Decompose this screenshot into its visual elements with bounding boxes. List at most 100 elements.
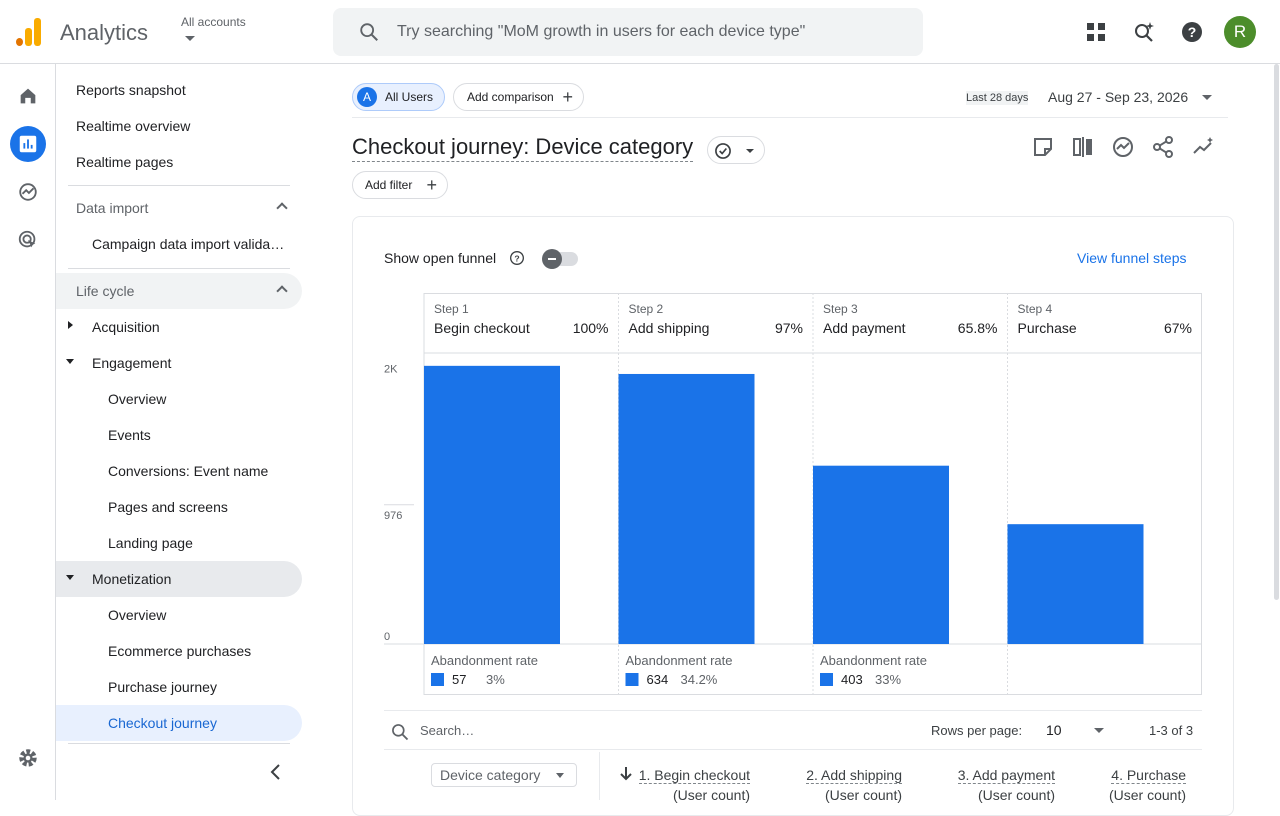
account-selector[interactable]: All accounts — [181, 15, 246, 29]
sort-descending-icon[interactable] — [619, 765, 633, 781]
view-funnel-steps-link[interactable]: View funnel steps — [1077, 250, 1187, 266]
all-users-chip[interactable]: A All Users — [352, 83, 445, 111]
date-range-picker[interactable]: Aug 27 - Sep 23, 2026 — [1048, 89, 1189, 105]
collapse-arrow-icon — [66, 575, 74, 580]
sidebar-item-landing-page[interactable]: Landing page — [108, 535, 193, 551]
column-header-add-payment[interactable]: 3. Add payment (User count) — [942, 765, 1055, 805]
sidebar-item-conversions[interactable]: Conversions: Event name — [108, 463, 269, 479]
chip-label: All Users — [385, 90, 434, 104]
sidebar-item-label: Engagement — [92, 355, 172, 371]
sidebar-item-monetization[interactable]: Monetization — [56, 561, 302, 597]
account-caret-icon[interactable] — [185, 36, 195, 41]
sidebar-item-engagement[interactable]: Engagement — [56, 345, 302, 381]
column-header-purchase[interactable]: 4. Purchase (User count) — [1092, 765, 1186, 805]
search-input[interactable] — [397, 8, 907, 56]
search-insights-icon[interactable] — [1132, 20, 1156, 44]
collapse-sidebar-icon[interactable] — [264, 760, 288, 784]
report-status-button[interactable] — [707, 136, 765, 164]
sidebar-item-label: Acquisition — [92, 319, 160, 335]
reports-icon[interactable] — [10, 126, 46, 162]
abandonment-label: Abandonment rate — [431, 653, 538, 668]
column-header-metric: (User count) — [672, 787, 750, 803]
plus-icon: + — [562, 87, 573, 107]
sidebar-item-reports-snapshot[interactable]: Reports snapshot — [76, 82, 186, 98]
sidebar-item-acquisition[interactable]: Acquisition — [56, 309, 302, 345]
sidebar-section-data-import[interactable]: Data import — [56, 190, 302, 226]
avatar[interactable]: R — [1224, 16, 1256, 48]
analytics-logo[interactable] — [16, 18, 42, 46]
sidebar-item-label: Checkout journey — [108, 715, 217, 731]
divider — [352, 117, 1228, 118]
date-caret-icon[interactable] — [1202, 95, 1212, 100]
abandonment-rate: 33% — [875, 672, 901, 687]
sidebar-section-life-cycle[interactable]: Life cycle — [56, 273, 302, 309]
section-label: Life cycle — [76, 283, 135, 299]
help-icon[interactable]: ? — [1180, 20, 1204, 44]
funnel-bar — [424, 365, 560, 644]
help-icon[interactable]: ? — [509, 250, 525, 266]
abandonment-swatch — [625, 673, 639, 686]
chevron-up-icon — [276, 202, 288, 214]
sidebar-item-events[interactable]: Events — [108, 427, 151, 443]
explore-icon[interactable] — [10, 174, 46, 210]
step-number-label: Step 1 — [434, 302, 469, 316]
sidebar-item-purchase-journey[interactable]: Purchase journey — [108, 679, 217, 695]
chip-label: Add comparison — [467, 90, 554, 104]
abandonment-rate: 3% — [486, 672, 505, 687]
add-comparison-button[interactable]: Add comparison + — [453, 83, 584, 111]
y-tick-label: 0 — [384, 631, 390, 643]
apps-grid-icon[interactable] — [1084, 20, 1108, 44]
trend-sparkle-icon[interactable] — [1191, 135, 1215, 159]
note-icon[interactable] — [1031, 135, 1055, 159]
step-name-label: Add payment — [823, 320, 906, 336]
sidebar-item-engagement-overview[interactable]: Overview — [108, 391, 167, 407]
toggle-knob — [542, 249, 562, 269]
dimension-label: Device category — [440, 767, 541, 783]
column-header-label: 1. Begin checkout — [638, 767, 750, 784]
y-tick-label: 2K — [384, 364, 398, 376]
page-title[interactable]: Checkout journey: Device category — [352, 134, 694, 162]
abandonment-label: Abandonment rate — [820, 653, 927, 668]
share-icon[interactable] — [1151, 135, 1175, 159]
open-funnel-toggle[interactable] — [542, 249, 578, 269]
search-bar[interactable] — [333, 8, 923, 56]
column-header-metric: (User count) — [1108, 787, 1186, 803]
funnel-chart: 0 976 2K Step 1 Begin checkout 100% Abandonmen… — [384, 293, 1202, 695]
home-icon[interactable] — [10, 78, 46, 114]
chevron-down-icon[interactable] — [1094, 728, 1104, 733]
sidebar-item-pages-and-screens[interactable]: Pages and screens — [108, 499, 228, 515]
expand-arrow-icon — [68, 321, 73, 329]
compare-icon[interactable] — [1071, 135, 1095, 159]
divider — [68, 743, 290, 744]
sidebar-item-realtime-overview[interactable]: Realtime overview — [76, 118, 191, 134]
show-open-funnel-label: Show open funnel — [384, 250, 497, 266]
funnel-bar — [813, 465, 949, 644]
sidebar-item-monetization-overview[interactable]: Overview — [108, 607, 167, 623]
sidebar-item-campaign-data-import[interactable]: Campaign data import valida… — [92, 236, 285, 252]
dimension-select[interactable]: Device category — [431, 763, 577, 787]
step-rate-label: 65.8% — [958, 320, 998, 336]
add-filter-button[interactable]: Add filter + — [352, 171, 448, 199]
rows-per-page-select[interactable]: 10 — [1046, 722, 1062, 738]
scrollbar[interactable] — [1272, 64, 1280, 600]
date-range-tag: Last 28 days — [966, 91, 1029, 105]
scrollbar-thumb[interactable] — [1274, 64, 1279, 600]
abandonment-count: 403 — [841, 672, 863, 687]
step-name-label: Begin checkout — [434, 320, 530, 336]
advertising-icon[interactable] — [10, 222, 46, 258]
column-header-add-shipping[interactable]: 2. Add shipping (User count) — [790, 765, 902, 805]
table-search[interactable]: Search… — [384, 710, 1202, 750]
abandonment-label: Abandonment rate — [626, 653, 733, 668]
column-header-begin-checkout[interactable]: 1. Begin checkout (User count) — [636, 765, 750, 805]
insights-icon[interactable] — [1111, 135, 1135, 159]
settings-icon[interactable] — [10, 740, 46, 776]
pagination-status: 1-3 of 3 — [1149, 723, 1194, 738]
sidebar-item-ecommerce-purchases[interactable]: Ecommerce purchases — [108, 643, 252, 659]
sidebar-item-checkout-journey[interactable]: Checkout journey — [56, 705, 302, 741]
abandonment-count: 57 — [452, 672, 466, 687]
chevron-down-icon — [556, 773, 564, 778]
section-label: Data import — [76, 200, 149, 216]
sidebar-item-realtime-pages[interactable]: Realtime pages — [76, 154, 174, 170]
segment-badge: A — [357, 87, 377, 107]
sidebar-item-label: Monetization — [92, 571, 172, 587]
